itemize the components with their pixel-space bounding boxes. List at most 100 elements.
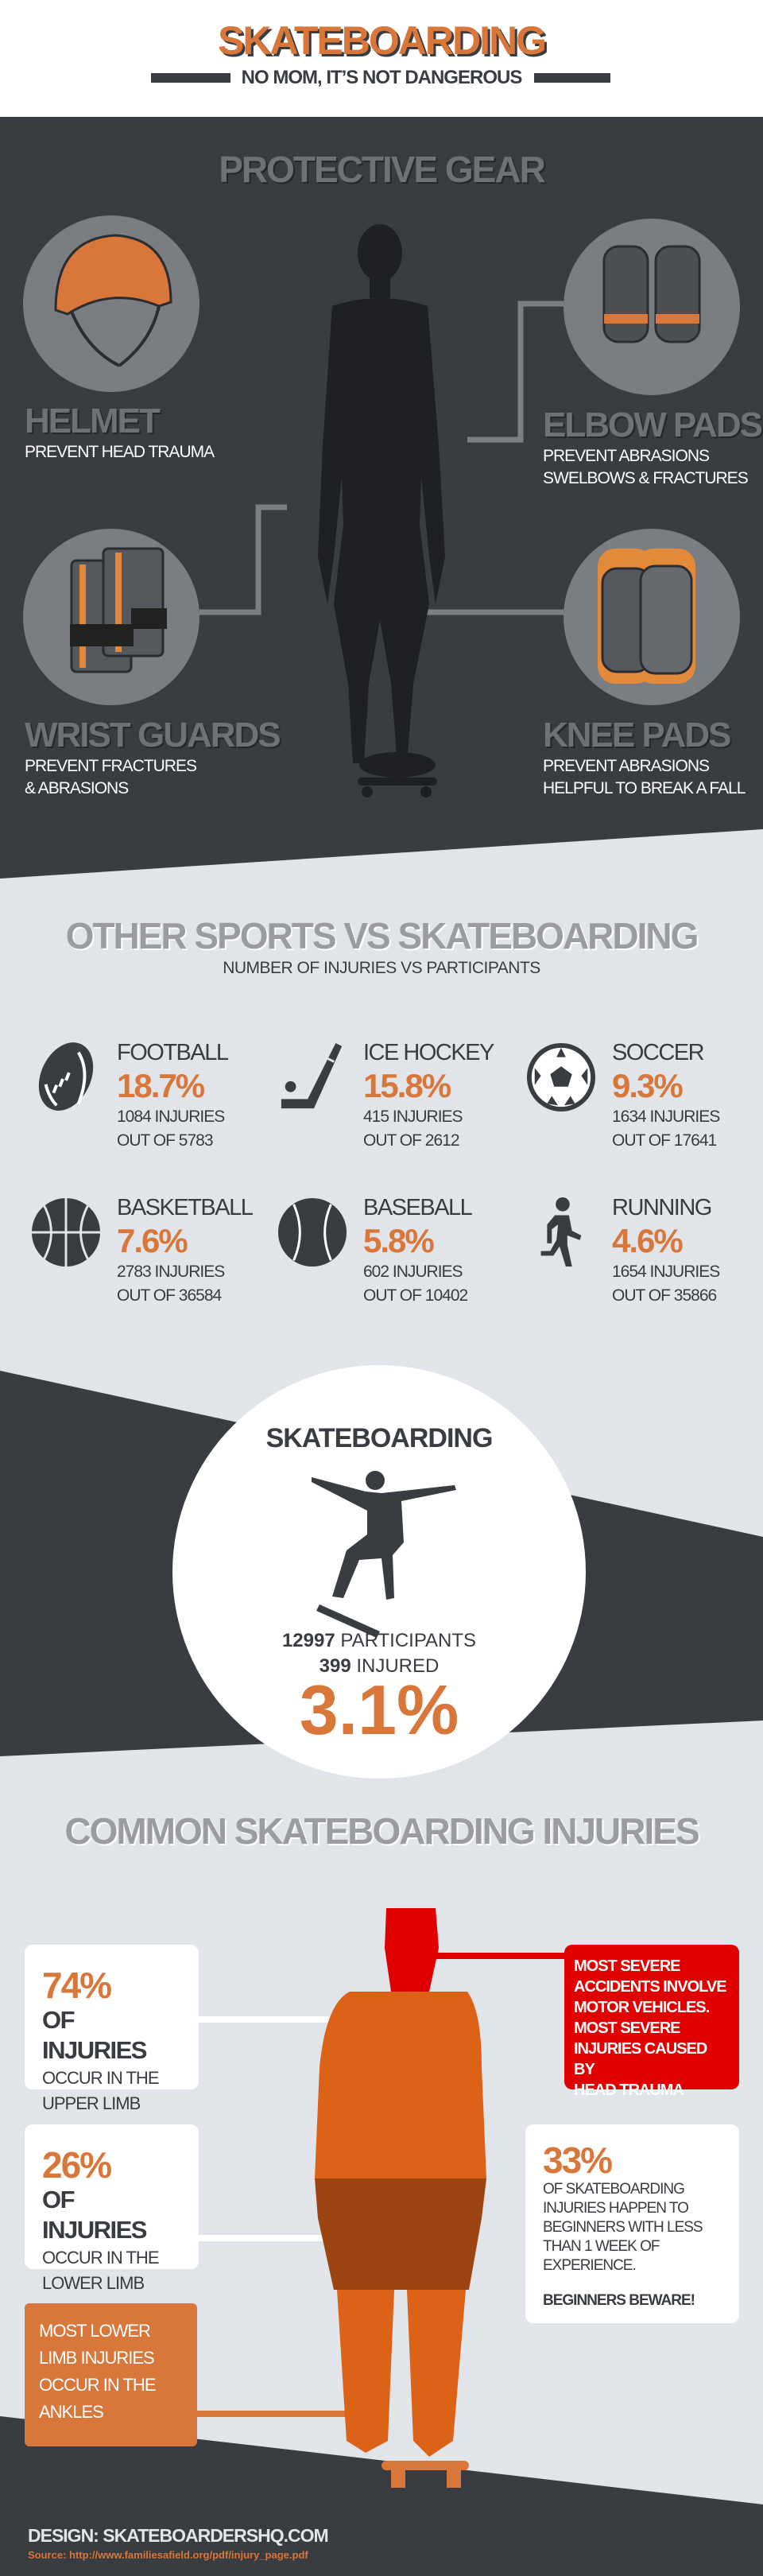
sport-percent: 4.6% xyxy=(612,1222,684,1259)
sport-injuries: 415 INJURIES xyxy=(363,1108,463,1126)
gear-elbow-pads: ELBOW PADS PREVENT ABRASIONS SWELBOWS & … xyxy=(543,405,763,490)
helmet-icon xyxy=(54,234,172,367)
gear-name: HELMET xyxy=(25,402,161,440)
ankles-text: LIMB INJURIES xyxy=(39,2348,155,2368)
sport-injuries: 1654 INJURIES xyxy=(612,1263,720,1281)
design-credit: DESIGN: SKATEBOARDERSHQ.COM xyxy=(28,2525,329,2546)
severe-text: ACCIDENTS INVOLVE xyxy=(574,1978,727,1996)
beginners-text: INJURIES HAPPEN TO xyxy=(543,2200,689,2217)
source-link[interactable]: Source: http://www.familiesafield.org/pd… xyxy=(28,2549,308,2561)
sport-name: ICE HOCKEY xyxy=(363,1040,494,1065)
severe-box: MOST SEVERE ACCIDENTS INVOLVE MOTOR VEHI… xyxy=(564,1945,739,2099)
gear-desc: & ABRASIONS xyxy=(25,779,129,797)
gear-wrist-guards: WRIST GUARDS PREVENT FRACTURES & ABRASIO… xyxy=(25,716,281,800)
ankles-text: MOST LOWER xyxy=(39,2321,151,2341)
beginners-percent: 33% xyxy=(543,2140,613,2181)
upper-percent: 74% xyxy=(42,1965,112,2006)
skateboarding-label: SKATEBOARDING xyxy=(265,1423,494,1453)
sport-participants: OUT OF 36584 xyxy=(117,1286,222,1305)
wrist-guards-icon xyxy=(70,547,167,673)
beginners-text: THAN 1 WEEK OF xyxy=(543,2238,660,2255)
severe-text: MOTOR VEHICLES. xyxy=(574,1999,710,2016)
skateboarding-circle xyxy=(172,1365,586,1779)
sport-item-baseball: BASEBALL 5.8% 602 INJURIES OUT OF 10402 xyxy=(276,1195,514,1354)
sport-injuries: 1634 INJURIES xyxy=(612,1108,720,1126)
sport-participants: OUT OF 10402 xyxy=(363,1286,468,1305)
upper-label: OF INJURIES xyxy=(42,2006,147,2064)
connector-lines xyxy=(199,301,564,615)
gear-desc: PREVENT HEAD TRAUMA xyxy=(25,443,215,461)
sport-injuries: 1084 INJURIES xyxy=(117,1108,225,1126)
baseball-icon xyxy=(277,1197,347,1267)
gear-name: WRIST GUARDS xyxy=(25,716,281,755)
beginners-text: OF SKATEBOARDING xyxy=(543,2181,685,2198)
beginners-warning: BEGINNERS BEWARE! xyxy=(543,2292,695,2309)
divider-left xyxy=(151,73,230,83)
skater-silhouette xyxy=(318,224,445,797)
participants-number: 12997 xyxy=(281,1630,335,1651)
elbow-pads-circle xyxy=(564,219,740,395)
footer-background xyxy=(0,2416,763,2576)
sport-item-running: RUNNING 4.6% 1654 INJURIES OUT OF 35866 xyxy=(525,1195,763,1354)
sport-name: BASKETBALL xyxy=(117,1195,254,1220)
ankles-box: MOST LOWER LIMB INJURIES OCCUR IN THE AN… xyxy=(25,2303,197,2446)
participants-line: 12997 PARTICIPANTS xyxy=(172,1630,586,1652)
gear-name: KNEE PADS xyxy=(543,716,731,755)
injury-lines xyxy=(199,2016,342,2241)
sport-injuries: 602 INJURIES xyxy=(363,1263,463,1281)
sport-participants: OUT OF 2612 xyxy=(363,1131,459,1150)
sport-percent: 9.3% xyxy=(612,1067,684,1104)
gear-helmet: HELMET PREVENT HEAD TRAUMA xyxy=(25,402,215,464)
sport-item-soccer: SOCCER 9.3% 1634 INJURIES OUT OF 17641 xyxy=(525,1040,763,1199)
page-subtitle: NO MOM, IT’S NOT DANGEROUS xyxy=(241,67,523,88)
sport-percent: 15.8% xyxy=(363,1067,451,1104)
injured-number: 399 xyxy=(319,1655,351,1677)
beginners-text: EXPERIENCE. xyxy=(543,2257,637,2274)
gear-name: ELBOW PADS xyxy=(543,405,763,444)
upper-text: UPPER LIMB xyxy=(42,2093,141,2113)
gear-knee-pads: KNEE PADS PREVENT ABRASIONS HELPFUL TO B… xyxy=(543,716,746,800)
sport-percent: 18.7% xyxy=(117,1067,205,1104)
injured-label: INJURED xyxy=(356,1655,440,1677)
knee-pads-icon xyxy=(598,549,695,684)
divider-right xyxy=(534,73,610,83)
sport-name: FOOTBALL xyxy=(117,1040,229,1065)
severe-text: MOST SEVERE xyxy=(574,1957,680,1975)
comparison-subtitle: NUMBER OF INJURIES VS PARTICIPANTS xyxy=(223,959,540,977)
football-icon xyxy=(38,1042,94,1111)
lower-label: OF INJURIES xyxy=(42,2186,147,2244)
participants-label: PARTICIPANTS xyxy=(340,1630,477,1651)
beginners-box: 33% OF SKATEBOARDING INJURIES HAPPEN TO … xyxy=(525,2124,739,2323)
sport-item-football: FOOTBALL 18.7% 1084 INJURIES OUT OF 5783 xyxy=(29,1040,268,1199)
gear-desc: HELPFUL TO BREAK A FALL xyxy=(543,779,746,797)
soccer-ball-icon xyxy=(526,1042,596,1112)
sport-name: BASEBALL xyxy=(363,1195,473,1220)
beginners-text: BEGINNERS WITH LESS xyxy=(543,2219,703,2236)
lower-text: LOWER LIMB xyxy=(42,2273,145,2293)
page-title: SKATEBOARDING xyxy=(218,18,547,63)
severe-text: HEAD TRAUMA xyxy=(574,2081,684,2099)
sport-participants: OUT OF 5783 xyxy=(117,1131,213,1150)
elbow-pads-icon xyxy=(602,245,701,343)
gear-desc: PREVENT FRACTURES xyxy=(25,757,197,775)
upper-text: OCCUR IN THE xyxy=(42,2068,160,2088)
ankles-text: OCCUR IN THE xyxy=(39,2375,157,2395)
injured-line: 399 INJURED xyxy=(172,1655,586,1678)
comparison-title: OTHER SPORTS VS SKATEBOARDING xyxy=(65,915,699,956)
runner-icon xyxy=(540,1197,582,1267)
upper-limb-box: 74% OF INJURIES OCCUR IN THE UPPER LIMB xyxy=(25,1945,199,2113)
header xyxy=(0,0,763,117)
sport-percent: 7.6% xyxy=(117,1222,188,1259)
gear-desc: PREVENT ABRASIONS xyxy=(543,757,710,775)
lower-limb-box: 26% OF INJURIES OCCUR IN THE LOWER LIMB xyxy=(25,2124,199,2293)
protective-gear-title: PROTECTIVE GEAR xyxy=(219,149,546,190)
lower-percent: 26% xyxy=(42,2144,112,2186)
injuries-title: COMMON SKATEBOARDING INJURIES xyxy=(64,1810,699,1852)
basketball-icon xyxy=(31,1197,101,1267)
sport-name: RUNNING xyxy=(612,1195,712,1220)
skateboarding-percent: 3.1% xyxy=(299,1670,459,1749)
sport-percent: 5.8% xyxy=(363,1222,435,1259)
gear-desc: PREVENT ABRASIONS xyxy=(543,447,710,465)
ankles-text: ANKLES xyxy=(39,2402,104,2422)
